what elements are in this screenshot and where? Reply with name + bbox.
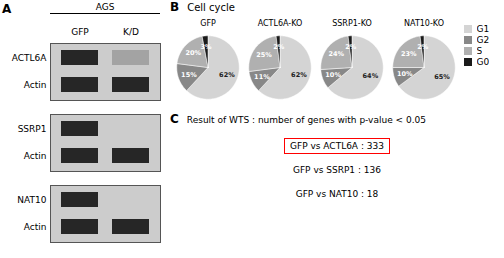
html-text:G0: G0 <box>476 57 490 67</box>
html-text:GFP vs NAT10 : 18: GFP vs NAT10 : 18 <box>295 189 379 199</box>
svg-text:SSRP1: SSRP1 <box>18 124 47 134</box>
html-text:GFP vs ACTL6A : 333: GFP vs ACTL6A : 333 <box>290 141 384 151</box>
svg-text:64%: 64% <box>363 72 379 80</box>
svg-text:ACTL6A: ACTL6A <box>12 53 48 63</box>
svg-text:25%: 25% <box>256 51 272 59</box>
svg-text:Actin: Actin <box>24 151 47 161</box>
svg-text:GFP: GFP <box>200 19 216 28</box>
html-text:AGS: AGS <box>95 2 115 12</box>
html-text:C: C <box>170 112 179 126</box>
svg-text:11%: 11% <box>254 73 270 81</box>
svg-text:GFP: GFP <box>71 27 89 37</box>
html-text:Result of WTS : number of gene: Result of WTS : number of genes with p-v… <box>186 115 426 125</box>
svg-text:2%: 2% <box>417 43 429 51</box>
svg-text:NAT10-KO: NAT10-KO <box>404 19 444 28</box>
svg-text:K/D: K/D <box>123 27 139 37</box>
svg-text:Actin: Actin <box>24 80 47 90</box>
html-text:B: B <box>170 0 180 14</box>
svg-text:62%: 62% <box>219 71 235 79</box>
svg-text:3%: 3% <box>201 43 213 51</box>
svg-text:2%: 2% <box>345 43 357 51</box>
svg-text:SSRP1-KO: SSRP1-KO <box>332 19 372 28</box>
svg-text:NAT10: NAT10 <box>17 195 46 205</box>
svg-text:ACTL6A-KO: ACTL6A-KO <box>258 19 303 28</box>
svg-text:10%: 10% <box>397 70 413 78</box>
svg-text:24%: 24% <box>329 50 345 58</box>
svg-text:20%: 20% <box>185 49 201 57</box>
html-text:G1: G1 <box>476 24 490 34</box>
svg-text:10%: 10% <box>325 71 341 79</box>
svg-text:15%: 15% <box>181 71 197 79</box>
svg-text:23%: 23% <box>401 50 417 58</box>
html-text:Cell cycle: Cell cycle <box>187 2 235 13</box>
html-text:GFP vs SSRP1 : 136: GFP vs SSRP1 : 136 <box>293 165 381 175</box>
html-text:G2: G2 <box>476 35 490 45</box>
html-text:A: A <box>2 2 12 16</box>
svg-text:62%: 62% <box>291 71 307 79</box>
svg-text:Actin: Actin <box>24 222 47 232</box>
svg-text:65%: 65% <box>434 73 450 81</box>
svg-text:2%: 2% <box>273 43 285 51</box>
html-text:S: S <box>476 46 483 56</box>
